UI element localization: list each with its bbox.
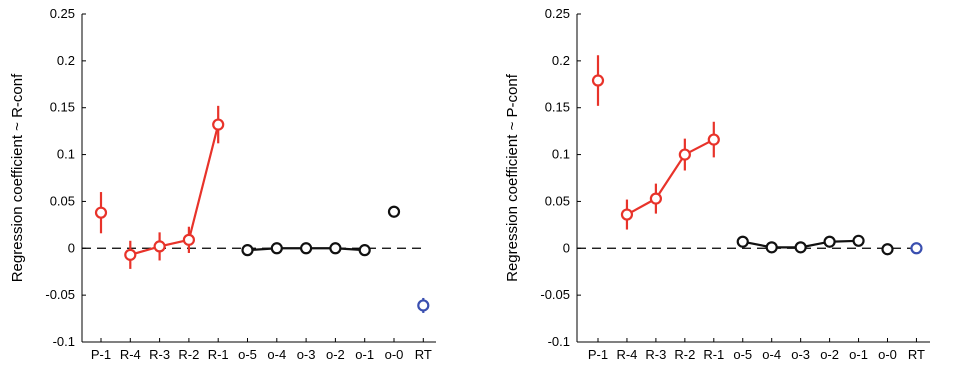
x-tick-label: o-0: [385, 347, 404, 362]
y-tick-label: -0.05: [45, 287, 75, 302]
data-point: [387, 205, 401, 218]
chart-panel-r-conf: 0.25 0.2 0.15 0.1 0.05 0 -0.05 -0.1 P-1 R-4 R-3 R-2…: [9, 6, 436, 362]
y-tick-label: -0.1: [548, 334, 570, 349]
x-tick-label: P-1: [588, 347, 608, 362]
x-tick-label: R-1: [703, 347, 724, 362]
x-tick-label: o-5: [733, 347, 752, 362]
y-tick-label: 0.15: [50, 100, 75, 115]
y-tick-label: -0.05: [540, 287, 570, 302]
data-point: [182, 233, 195, 246]
data-point: [94, 206, 108, 219]
y-tick-label: 0.25: [545, 6, 570, 21]
x-tick-label: o-3: [297, 347, 316, 362]
data-point: [153, 240, 166, 253]
data-point: [329, 242, 342, 255]
data-point: [881, 243, 894, 256]
y-tick-label: 0.2: [57, 53, 75, 68]
y-tick-label: 0.2: [552, 53, 570, 68]
x-tick-label: o-0: [878, 347, 897, 362]
y-tick-label: -0.1: [53, 334, 75, 349]
data-point: [794, 241, 807, 254]
x-tick-label: o-4: [267, 347, 286, 362]
data-point: [241, 244, 254, 257]
data-point: [300, 242, 313, 255]
data-point: [270, 242, 283, 255]
y-axis-title: Regression coefficient ~ R-conf: [9, 73, 26, 282]
x-tick-label: R-4: [616, 347, 637, 362]
x-tick-label: P-1: [91, 347, 111, 362]
y-tick-label: 0.25: [50, 6, 75, 21]
y-tick-label: 0.05: [50, 193, 75, 208]
data-point: [620, 208, 634, 221]
data-point: [852, 234, 865, 247]
x-tick-label: R-3: [645, 347, 666, 362]
data-point: [823, 235, 836, 248]
data-point: [707, 133, 720, 146]
x-tick-label: RT: [908, 347, 925, 362]
data-point: [910, 242, 923, 255]
y-tick-label: 0.1: [552, 147, 570, 162]
x-tick-label: o-1: [849, 347, 868, 362]
y-tick-label: 0.1: [57, 147, 75, 162]
series-line-R: [626, 138, 715, 216]
data-point: [765, 241, 778, 254]
y-tick-label: 0: [563, 240, 570, 255]
data-point: [417, 299, 430, 312]
x-tick-label: o-1: [355, 347, 374, 362]
x-tick-label: o-2: [820, 347, 839, 362]
data-point: [591, 74, 605, 87]
x-tick-label: R-4: [120, 347, 141, 362]
data-point: [358, 244, 371, 257]
y-tick-label: 0.15: [545, 100, 570, 115]
data-point: [124, 248, 137, 261]
data-point: [736, 235, 749, 248]
y-axis-title: Regression coefficient ~ P-conf: [504, 73, 521, 282]
x-tick-label: o-2: [326, 347, 345, 362]
x-tick-label: o-4: [762, 347, 781, 362]
data-point: [212, 118, 225, 131]
x-tick-label: o-5: [238, 347, 257, 362]
x-tick-label: R-2: [178, 347, 199, 362]
chart-panel-p-conf: 0.25 0.2 0.15 0.1 0.05 0 -0.05 -0.1 P-1 R-4 R-3 R-2…: [504, 6, 930, 362]
y-tick-label: 0: [68, 240, 75, 255]
x-tick-label: RT: [415, 347, 432, 362]
x-tick-label: R-3: [149, 347, 170, 362]
series-line-R: [129, 124, 220, 256]
data-point: [649, 192, 663, 205]
x-tick-label: o-3: [791, 347, 810, 362]
x-tick-label: R-1: [208, 347, 229, 362]
x-tick-label: R-2: [674, 347, 695, 362]
data-point: [678, 148, 691, 161]
y-tick-label: 0.05: [545, 193, 570, 208]
